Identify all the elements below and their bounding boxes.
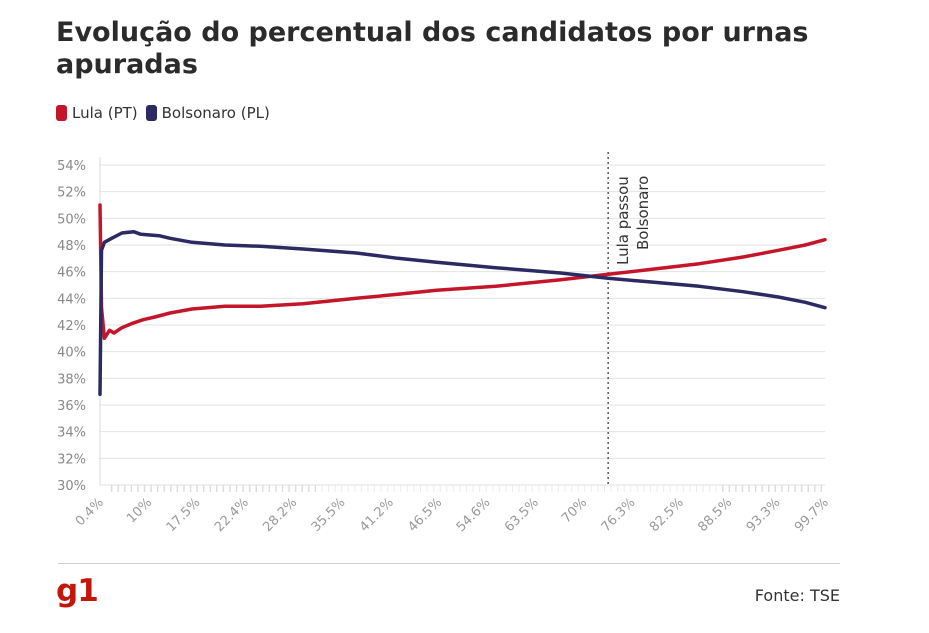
x-tick-label: 17.5%	[164, 495, 204, 535]
legend-item-bolsonaro: Bolsonaro (PL)	[145, 104, 270, 122]
y-tick-label: 54%	[57, 159, 86, 174]
g1-logo: g1	[56, 573, 99, 609]
x-tick-label: 46.5%	[405, 495, 445, 535]
y-tick-label: 36%	[57, 399, 86, 414]
x-tick-label: 41.2%	[357, 495, 397, 535]
line-chart: 30% 32% 34% 36% 38% 40% 42% 44% 46% 48% 50% 52% 54% 0…	[57, 152, 832, 535]
x-tick-label: 99.7%	[792, 495, 832, 535]
y-tick-label: 34%	[57, 426, 86, 441]
y-tick-label: 48%	[57, 239, 86, 254]
y-tick-label: 44%	[57, 292, 86, 307]
x-tick-label: 35.5%	[309, 495, 349, 535]
x-tick-label: 54.6%	[454, 495, 494, 535]
legend-swatch-lula	[56, 105, 67, 121]
x-tick-label: 22.4%	[212, 495, 252, 535]
y-tick-label: 30%	[57, 479, 86, 494]
legend-swatch-bolsonaro	[145, 105, 157, 121]
y-tick-label: 38%	[57, 372, 86, 387]
legend: Lula (PT) Bolsonaro (PL)	[56, 104, 278, 122]
x-tick-label: 88.5%	[695, 495, 735, 535]
footer-divider	[58, 563, 840, 564]
legend-label-bolsonaro: Bolsonaro (PL)	[161, 104, 270, 122]
series-line-lula	[98, 203, 827, 341]
y-tick-label: 52%	[57, 186, 86, 201]
x-tick-label: 70%	[559, 495, 590, 526]
y-tick-label: 50%	[57, 212, 86, 227]
y-tick-label: 32%	[57, 452, 86, 467]
legend-label-lula: Lula (PT)	[72, 104, 138, 122]
x-tick-label: 0.4%	[73, 495, 107, 529]
y-tick-label: 42%	[57, 319, 86, 334]
series-line-bolsonaro	[98, 229, 827, 397]
source-note: Fonte: TSE	[754, 586, 840, 605]
y-tick-label: 40%	[57, 346, 86, 361]
x-tick-label: 28.2%	[260, 495, 300, 535]
legend-item-lula: Lula (PT)	[56, 104, 138, 122]
x-tick-label: 63.5%	[502, 495, 542, 535]
y-tick-label: 46%	[57, 266, 86, 281]
x-tick-label: 10%	[124, 495, 155, 526]
annotation-text-line2: Bolsonaro	[634, 176, 652, 250]
chart-title: Evolução do percentual dos candidatos po…	[56, 17, 809, 80]
x-tick-label: 76.3%	[599, 495, 639, 535]
annotation-text-line1: Lula passou	[614, 176, 632, 265]
x-tick-label: 82.5%	[647, 495, 687, 535]
x-tick-label: 93.3%	[744, 495, 784, 535]
